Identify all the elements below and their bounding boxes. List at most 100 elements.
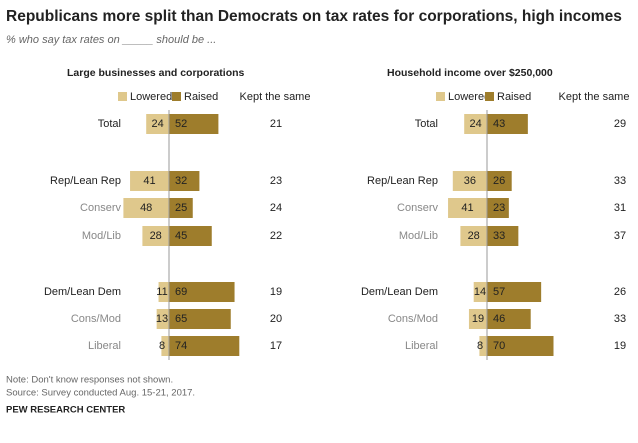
bar-label: 74 <box>175 340 187 352</box>
bar-label: 69 <box>175 286 187 298</box>
bar-lowered <box>158 282 169 302</box>
bar-label: 8 <box>477 340 483 352</box>
bar-lowered <box>468 309 487 329</box>
bar-label: 14 <box>474 286 486 298</box>
bar-raised <box>487 171 512 191</box>
bar-label: 8 <box>159 340 165 352</box>
column-header: Kept the same <box>559 91 630 103</box>
category-label: Dem/Lean Dem <box>44 286 121 298</box>
category-label: Cons/Mod <box>388 313 438 325</box>
category-label: Rep/Lean Rep <box>367 175 438 187</box>
kept-value: 20 <box>270 313 282 325</box>
legend-label: Lowered <box>448 91 490 103</box>
bar-label: 45 <box>175 230 187 242</box>
category-label: Conserv <box>80 202 121 214</box>
bar-label: 52 <box>175 118 187 130</box>
bar-raised <box>487 282 542 302</box>
credit: PEW RESEARCH CENTER <box>6 405 125 416</box>
bar-raised <box>487 114 528 134</box>
subtitle: % who say tax rates on _____ should be .… <box>6 34 216 46</box>
bar-lowered <box>130 171 169 191</box>
bar-lowered <box>464 114 487 134</box>
bar-lowered <box>460 226 487 246</box>
bar-raised <box>169 198 193 218</box>
category-label: Rep/Lean Rep <box>50 175 121 187</box>
bar-label: 36 <box>464 175 476 187</box>
bar-raised <box>169 282 235 302</box>
kept-value: 33 <box>614 313 626 325</box>
bar-raised <box>169 114 219 134</box>
bar-raised <box>169 336 240 356</box>
legend-swatch <box>485 92 494 101</box>
bar-label: 25 <box>175 202 187 214</box>
bar-raised <box>487 226 519 246</box>
bar-lowered <box>146 114 169 134</box>
chart-title: Republicans more split than Democrats on… <box>6 8 622 25</box>
bar-label: 33 <box>493 230 505 242</box>
legend-label: Raised <box>184 91 218 103</box>
kept-value: 19 <box>614 340 626 352</box>
kept-value: 21 <box>270 118 282 130</box>
legend-swatch <box>172 92 181 101</box>
bar-label: 43 <box>493 118 505 130</box>
category-label: Cons/Mod <box>71 313 121 325</box>
kept-value: 31 <box>614 202 626 214</box>
bar-raised <box>487 309 531 329</box>
bar-lowered <box>473 282 487 302</box>
legend-label: Lowered <box>130 91 172 103</box>
legend-swatch <box>436 92 445 101</box>
category-label: Liberal <box>405 340 438 352</box>
kept-value: 22 <box>270 230 282 242</box>
bar-label: 70 <box>493 340 505 352</box>
bar-label: 24 <box>469 118 481 130</box>
kept-value: 24 <box>270 202 282 214</box>
bar-raised <box>487 336 554 356</box>
bar-label: 19 <box>472 313 484 325</box>
kept-value: 26 <box>614 286 626 298</box>
bar-label: 23 <box>493 202 505 214</box>
category-label: Liberal <box>88 340 121 352</box>
bar-lowered <box>142 226 169 246</box>
category-label: Dem/Lean Dem <box>361 286 438 298</box>
bar-lowered <box>479 336 487 356</box>
chart-subtitle: Household income over $250,000 <box>387 67 553 79</box>
chart-subtitle: Large businesses and corporations <box>67 67 245 79</box>
bar-raised <box>169 226 212 246</box>
category-label: Total <box>415 118 438 130</box>
note: Note: Don't know responses not shown. <box>6 375 173 386</box>
bar-lowered <box>156 309 169 329</box>
category-label: Conserv <box>397 202 438 214</box>
bar-raised <box>169 309 231 329</box>
bar-label: 41 <box>461 202 473 214</box>
bar-label: 41 <box>143 175 155 187</box>
bar-lowered <box>123 198 169 218</box>
category-label: Total <box>98 118 121 130</box>
category-label: Mod/Lib <box>82 230 121 242</box>
bar-label: 13 <box>156 313 168 325</box>
bar-label: 28 <box>468 230 480 242</box>
bar-label: 32 <box>175 175 187 187</box>
bar-label: 46 <box>493 313 505 325</box>
bar-lowered <box>448 198 487 218</box>
legend-swatch <box>118 92 127 101</box>
bar-label: 24 <box>151 118 163 130</box>
kept-value: 19 <box>270 286 282 298</box>
kept-value: 17 <box>270 340 282 352</box>
bar-lowered <box>452 171 487 191</box>
bar-label: 65 <box>175 313 187 325</box>
column-header: Kept the same <box>240 91 311 103</box>
bar-label: 26 <box>493 175 505 187</box>
kept-value: 23 <box>270 175 282 187</box>
source: Source: Survey conducted Aug. 15-21, 201… <box>6 388 195 399</box>
kept-value: 29 <box>614 118 626 130</box>
bar-raised <box>487 198 509 218</box>
legend-label: Raised <box>497 91 531 103</box>
category-label: Mod/Lib <box>399 230 438 242</box>
kept-value: 37 <box>614 230 626 242</box>
bar-label: 28 <box>150 230 162 242</box>
bar-raised <box>169 171 200 191</box>
bar-label: 48 <box>140 202 152 214</box>
bar-label: 11 <box>156 286 167 298</box>
bar-label: 57 <box>493 286 505 298</box>
